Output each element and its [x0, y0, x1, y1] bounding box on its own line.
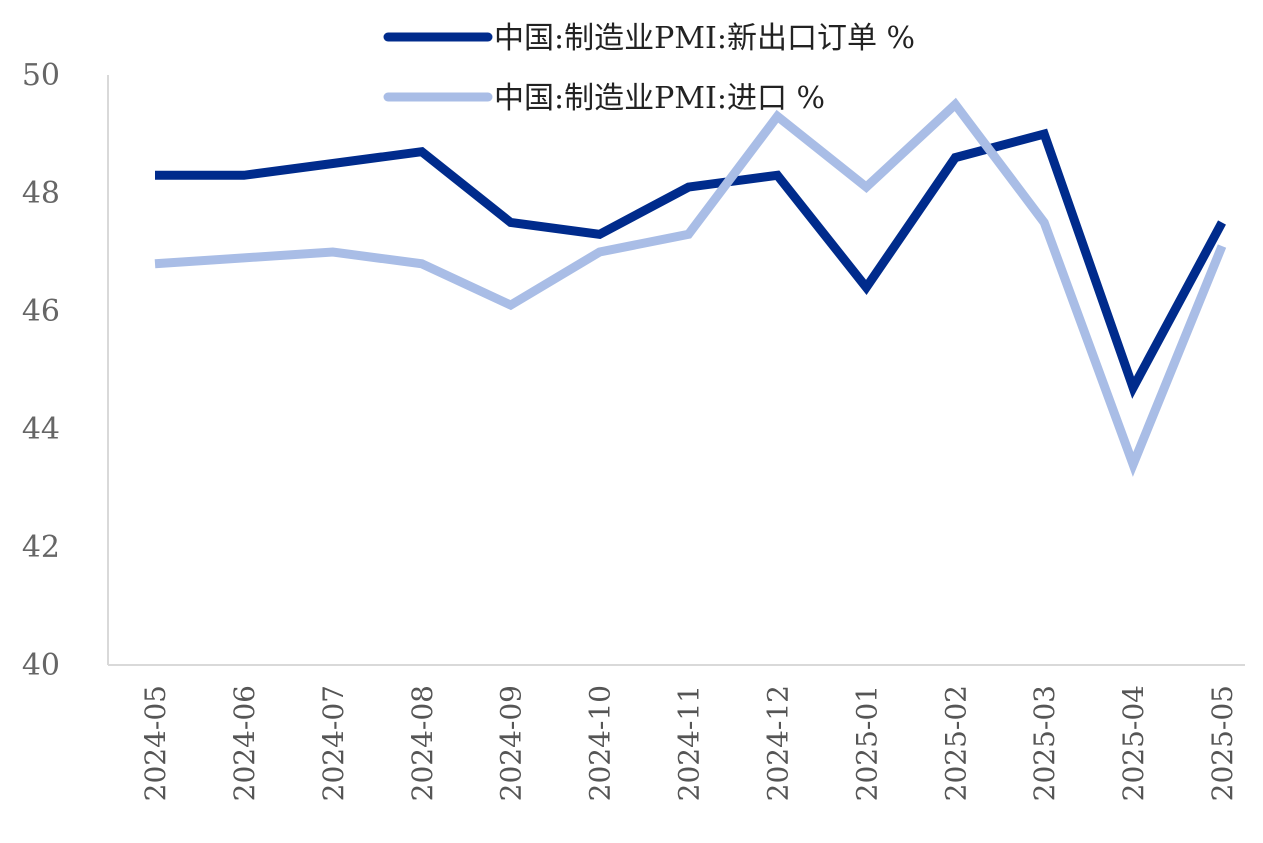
x-tick-label: 2025-05	[1206, 685, 1239, 801]
legend-label-new-export-orders: 中国:制造业PMI:新出口订单 %	[494, 21, 915, 56]
series-line-new-export-orders	[155, 128, 1226, 399]
y-tick-label: 48	[22, 176, 60, 211]
x-tick-label: 2025-04	[1117, 685, 1150, 801]
x-tick-label: 2024-09	[495, 685, 528, 801]
y-tick-label: 42	[22, 530, 60, 565]
x-tick-label: 2024-11	[673, 685, 706, 801]
x-tick-label: 2024-05	[139, 685, 172, 801]
y-tick-labels: 40 42 44 46 48 50	[22, 58, 60, 683]
axes	[107, 75, 1245, 666]
y-tick-label: 44	[22, 412, 60, 447]
y-tick-label: 50	[22, 58, 60, 93]
x-tick-label: 2024-10	[584, 685, 617, 801]
legend-label-imports: 中国:制造业PMI:进口 %	[494, 81, 825, 116]
y-tick-label: 40	[22, 648, 60, 683]
x-tick-label: 2024-06	[228, 685, 261, 801]
series-lines	[154, 97, 1227, 477]
x-tick-label: 2024-12	[761, 685, 794, 801]
x-tick-label: 2025-01	[850, 685, 883, 801]
x-tick-label: 2024-07	[317, 685, 350, 801]
x-tick-label: 2025-03	[1028, 685, 1061, 801]
x-tick-label: 2024-08	[406, 685, 439, 801]
legend-item-imports: 中国:制造业PMI:进口 %	[383, 81, 825, 116]
legend: 中国:制造业PMI:新出口订单 % 中国:制造业PMI:进口 %	[383, 21, 915, 116]
x-tick-label: 2025-02	[939, 685, 972, 801]
x-tick-labels: 2024-05 2024-06 2024-07 2024-08 2024-09 2024-…	[139, 685, 1239, 801]
legend-item-new-export-orders: 中国:制造业PMI:新出口订单 %	[383, 21, 915, 56]
series-line-imports	[154, 97, 1227, 477]
y-tick-label: 46	[22, 294, 60, 329]
